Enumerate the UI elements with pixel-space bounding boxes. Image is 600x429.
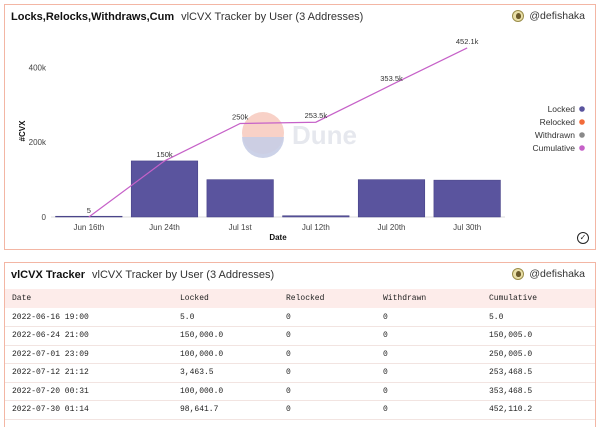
data-label-cumulative: 452.1k [456,37,479,46]
table-row: 2022-07-20 00:31 100,000.0 0 0 353,468.5 [5,382,595,401]
table-row: 2022-07-01 23:09 100,000.0 0 0 250,005.0 [5,345,595,364]
bar-locked [433,179,501,218]
bar-locked [206,179,274,218]
cell-date: 2022-07-12 21:12 [12,368,89,378]
cell-locked: 100,000.0 [180,386,224,396]
data-label-cumulative: 353.5k [380,74,403,83]
cell-cumulative: 250,005.0 [489,349,533,359]
x-tick-label: Jun 24th [149,223,180,232]
chart-subtitle: vlCVX Tracker by User (3 Addresses) [181,11,364,23]
x-tick-label: Jul 12th [302,223,330,232]
table-row: 2022-06-16 19:00 5.0 0 0 5.0 [5,308,595,327]
cell-locked: 3,463.5 [180,368,214,378]
chart-panel: Dune 0 200k 400k #CVX Jun 16th Jun 24th Jul 1st… [4,4,596,250]
column-header-withdrawn[interactable]: Withdrawn [383,294,427,303]
chart-canvas: Dune 0 200k 400k #CVX Jun 16th Jun 24th Jul 1st… [18,37,585,242]
y-axis-title: #CVX [18,120,27,142]
cell-locked: 100,000.0 [180,349,224,359]
table-author-name: @defishaka [529,268,585,280]
legend-marker [579,119,585,125]
cell-withdrawn: 0 [383,368,388,378]
data-label-cumulative: 150k [156,150,173,159]
chart-author-name: @defishaka [529,10,585,22]
cell-withdrawn: 0 [383,349,388,359]
cell-relocked: 0 [286,405,291,415]
line-cumulative [88,47,468,218]
bar-locked [357,179,426,218]
cell-withdrawn: 0 [383,405,388,415]
results-table: Date Locked Relocked Withdrawn Cumulativ… [5,289,595,420]
cell-date: 2022-06-24 21:00 [12,331,89,341]
data-label-cumulative: 250k [232,113,249,122]
cell-locked: 98,641.7 [180,405,219,415]
column-header-relocked[interactable]: Relocked [286,294,325,303]
legend-label: Cumulative [532,143,575,153]
legend-marker [579,145,585,151]
bar-locked [130,160,199,218]
column-header-cumulative[interactable]: Cumulative [489,294,538,303]
cell-cumulative: 5.0 [489,312,504,322]
avatar [512,10,525,22]
x-axis-title: Date [269,233,287,242]
cell-relocked: 0 [286,349,291,359]
cell-locked: 150,000.0 [180,331,224,341]
cell-relocked: 0 [286,312,291,322]
cell-date: 2022-07-30 01:14 [12,405,89,415]
column-header-locked[interactable]: Locked [180,294,209,303]
table-row: 2022-07-30 01:14 98,641.7 0 0 452,110.2 [5,401,595,419]
legend-marker [579,132,585,138]
check-circle-icon[interactable]: ✓ [577,232,589,244]
cell-withdrawn: 0 [383,331,388,341]
legend-label: Relocked [540,117,576,127]
legend-label: Withdrawn [535,130,575,140]
cell-cumulative: 452,110.2 [489,405,533,415]
cell-withdrawn: 0 [383,312,388,322]
y-tick-label: 400k [29,63,47,72]
chart-panel-header: Locks,Relocks,Withdraws,Cum vlCVX Tracke… [5,5,595,29]
table-subtitle: vlCVX Tracker by User (3 Addresses) [92,269,275,281]
table-title: vlCVX Tracker [11,269,85,281]
cell-locked: 5.0 [180,312,195,322]
column-header-date[interactable]: Date [12,294,32,303]
x-tick-label: Jul 1st [229,223,253,232]
chart-title: Locks,Relocks,Withdraws,Cum [11,11,175,23]
bar-locked [282,215,350,218]
data-label-cumulative: 5 [87,206,91,215]
legend-marker [579,106,585,112]
cell-cumulative: 253,468.5 [489,368,533,378]
x-tick-label: Jul 20th [377,223,405,232]
cell-date: 2022-07-20 00:31 [12,386,89,396]
cell-date: 2022-06-16 19:00 [12,312,89,322]
x-tick-label: Jul 30th [453,223,481,232]
cell-relocked: 0 [286,368,291,378]
legend-label: Locked [548,104,576,114]
cell-date: 2022-07-01 23:09 [12,349,89,359]
watermark-logo-bottom [242,137,284,158]
cell-cumulative: 353,468.5 [489,386,533,396]
table-header-row: Date Locked Relocked Withdrawn Cumulativ… [5,289,595,308]
y-tick-label: 0 [42,213,47,222]
table-author-link[interactable]: @defishaka [512,268,585,280]
watermark-text: Dune [292,120,357,150]
x-tick-label: Jun 16th [73,223,104,232]
table-panel-header: vlCVX Tracker vlCVX Tracker by User (3 A… [5,263,595,287]
table-row: 2022-07-12 21:12 3,463.5 0 0 253,468.5 [5,364,595,382]
data-label-cumulative: 253.5k [305,111,328,120]
table-panel: vlCVX Tracker vlCVX Tracker by User (3 A… [4,262,596,427]
cell-cumulative: 150,005.0 [489,331,533,341]
chart-author-link[interactable]: @defishaka [512,10,585,22]
avatar [512,268,525,280]
y-tick-label: 200k [29,138,47,147]
cell-relocked: 0 [286,331,291,341]
table-row: 2022-06-24 21:00 150,000.0 0 0 150,005.0 [5,327,595,345]
cell-withdrawn: 0 [383,386,388,396]
cell-relocked: 0 [286,386,291,396]
